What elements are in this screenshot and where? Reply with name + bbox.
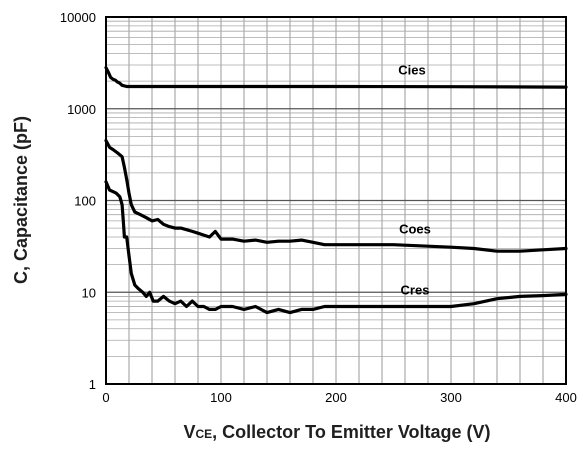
x-tick-label: 300 [440, 390, 462, 405]
y-tick-labels: 1 10 100 1000 10000 [60, 10, 96, 392]
x-axis-label-rest: , Collector To Emitter Voltage (V) [212, 422, 490, 442]
grid [106, 17, 566, 384]
series-label-cies: Cies [398, 63, 425, 78]
series-group [104, 66, 568, 315]
x-tick-label: 200 [325, 390, 347, 405]
series-labels: Cies Coes Cres [398, 63, 431, 298]
series-line-cies [104, 66, 568, 89]
x-tick-label: 0 [102, 390, 109, 405]
y-tick-label: 10 [82, 285, 96, 300]
y-tick-label: 1 [89, 377, 96, 392]
y-tick-label: 100 [74, 194, 96, 209]
y-tick-label: 1000 [67, 102, 96, 117]
plot-frame [105, 16, 567, 385]
series-line-cres [104, 180, 568, 315]
x-axis-label-subscript: CE [195, 427, 212, 441]
y-tick-label: 10000 [60, 10, 96, 25]
y-axis-label: C, Capacitance (pF) [11, 116, 31, 284]
x-tick-labels: 0 100 200 300 400 [102, 390, 576, 405]
x-tick-label: 400 [555, 390, 577, 405]
series-label-cres: Cres [401, 282, 430, 297]
x-tick-label: 100 [210, 390, 232, 405]
x-axis-label-prefix: V [183, 422, 195, 442]
series-label-coes: Coes [399, 222, 431, 237]
series-line-coes [104, 139, 568, 253]
x-axis-label: VCE, Collector To Emitter Voltage (V) [183, 422, 490, 442]
